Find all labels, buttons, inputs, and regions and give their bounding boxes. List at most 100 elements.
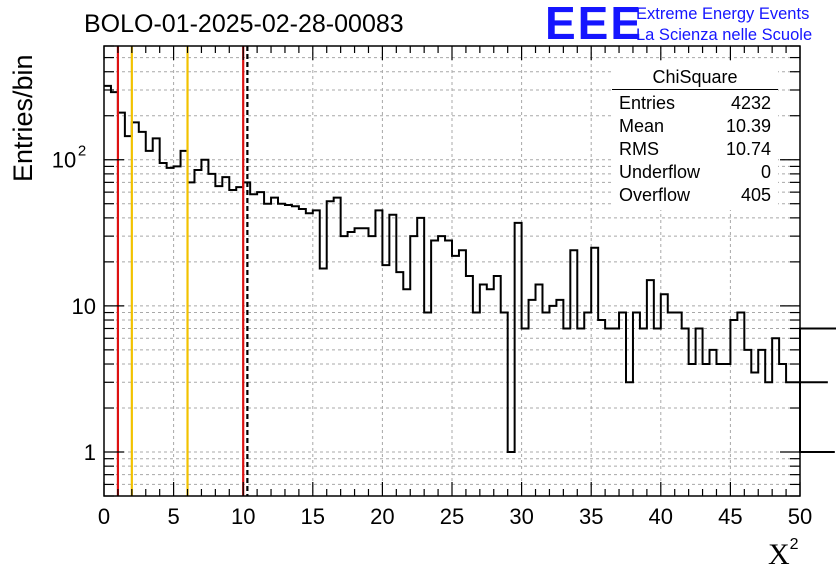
- x-tick-label: 45: [718, 504, 742, 529]
- stats-title: ChiSquare: [652, 67, 738, 87]
- stats-box: ChiSquare Entries 4232 Mean 10.39 RMS 10…: [612, 64, 778, 210]
- histogram-bin: [793, 382, 800, 496]
- logo-mark: EEE: [545, 0, 644, 49]
- histogram-bin: [772, 338, 779, 496]
- histogram-bin: [723, 364, 730, 496]
- histogram-bin: [417, 218, 424, 496]
- histogram-bin: [341, 236, 348, 496]
- histogram-bin: [104, 86, 111, 496]
- stats-row-rms: RMS 10.74: [619, 139, 771, 162]
- histogram-bin: [487, 289, 494, 496]
- histogram-bin: [194, 170, 201, 496]
- histogram-bin: [675, 313, 682, 496]
- histogram-bin: [570, 250, 577, 496]
- x-tick-label: 20: [370, 504, 394, 529]
- histogram-bin: [598, 320, 605, 496]
- histogram-bin: [612, 329, 619, 496]
- histogram-bin: [737, 313, 744, 496]
- histogram-bin: [682, 329, 689, 496]
- x-tick-label: 50: [788, 504, 812, 529]
- eee-logo: EEE Extreme Energy Events La Scienza nel…: [545, 0, 835, 49]
- histogram-bin: [348, 232, 355, 496]
- logo-line-2: La Scienza nelle Scuole: [636, 26, 813, 44]
- histogram-bin: [563, 329, 570, 496]
- histogram-bin: [146, 151, 153, 496]
- x-tick-label: 10: [231, 504, 255, 529]
- stats-row-entries: Entries 4232: [619, 93, 771, 116]
- histogram-bin: [306, 213, 313, 496]
- histogram-bin: [466, 276, 473, 496]
- histogram-bin: [661, 294, 668, 496]
- stats-label: RMS: [619, 139, 659, 159]
- histogram-bin: [438, 236, 445, 496]
- histogram-layer: [104, 84, 836, 496]
- histogram-bin: [626, 382, 633, 496]
- histogram-bin: [605, 329, 612, 496]
- histogram-bin: [334, 198, 341, 496]
- histogram-bin: [584, 313, 591, 496]
- stats-value: 0: [760, 162, 771, 182]
- logo-line-1: Extreme Energy Events: [636, 5, 810, 23]
- y-tick-label-exponent: 2: [78, 143, 86, 160]
- histogram-bin: [710, 350, 717, 496]
- histogram-bin: [222, 177, 229, 496]
- histogram-bin: [264, 204, 271, 496]
- histogram-bin: [174, 166, 181, 496]
- stats-value: 405: [740, 185, 771, 205]
- histogram-bin: [494, 276, 501, 496]
- histogram-bin: [640, 329, 647, 496]
- histogram-bin: [758, 350, 765, 496]
- histogram-bin: [396, 272, 403, 496]
- histogram-bin: [689, 364, 696, 496]
- threshold-lines: [116, 46, 249, 496]
- histogram-bin: [459, 250, 466, 496]
- histogram-bin: [549, 306, 556, 496]
- histogram-bin: [703, 364, 710, 496]
- histogram-bin: [201, 160, 208, 496]
- histogram-bin: [410, 236, 417, 496]
- stats-row-mean: Mean 10.39: [619, 116, 771, 139]
- histogram-bin: [320, 269, 327, 496]
- histogram-bin: [480, 285, 487, 496]
- histogram-bin: [647, 280, 654, 496]
- x-axis-ticks: 0 5 10 15 20 25 30 35 40 45 50: [98, 46, 812, 529]
- y-tick-label: 10: [72, 294, 96, 319]
- histogram-bin: [591, 248, 598, 496]
- histogram-bin: [229, 190, 236, 496]
- histogram-bin: [744, 350, 751, 496]
- histogram-bin: [556, 300, 563, 496]
- y-tick-label: 10: [52, 148, 76, 173]
- stats-label: Entries: [619, 93, 676, 113]
- histogram-bin: [278, 204, 285, 496]
- histogram-bin: [424, 313, 431, 496]
- histogram-bin: [779, 364, 786, 496]
- histogram-bin: [654, 329, 661, 496]
- histogram-bin: [431, 241, 438, 496]
- histogram-bin: [716, 364, 723, 496]
- histogram-bin: [529, 300, 536, 496]
- histogram-bin: [299, 209, 306, 496]
- x-tick-label: 25: [440, 504, 464, 529]
- stats-row-underflow: Underflow 0: [619, 162, 771, 185]
- stats-label: Mean: [619, 116, 665, 136]
- stats-label: Overflow: [619, 185, 691, 205]
- histogram-bin: [501, 313, 508, 496]
- histogram-bin: [508, 452, 515, 496]
- histogram-outline: [104, 84, 836, 454]
- histogram-bin: [382, 265, 389, 496]
- histogram-bin: [536, 285, 543, 496]
- histogram-bin: [362, 228, 369, 496]
- x-axis-title-superscript: 2: [789, 536, 799, 553]
- histogram-bin: [313, 210, 320, 496]
- histogram-bin: [327, 201, 334, 496]
- x-tick-label: 40: [649, 504, 673, 529]
- stats-value: 4232: [730, 93, 771, 113]
- histogram-bin: [389, 215, 396, 496]
- stats-value: 10.74: [725, 139, 771, 159]
- histogram-bin: [285, 205, 292, 496]
- histogram-bin: [515, 223, 522, 496]
- x-tick-label: 35: [579, 504, 603, 529]
- histogram-bin: [368, 236, 375, 496]
- x-tick-label: 30: [509, 504, 533, 529]
